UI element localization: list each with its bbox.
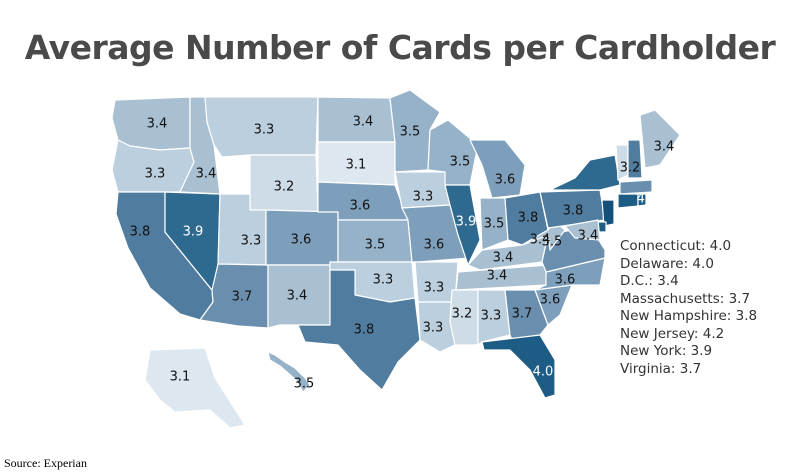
state-label-mo: 3.6 — [424, 238, 445, 253]
state-ms — [449, 289, 479, 346]
legend-entry-new-jersey: New Jersey: 4.2 — [620, 325, 725, 342]
state-md — [564, 219, 601, 241]
state-label-mt: 3.3 — [254, 123, 275, 138]
state-label-ky: 3.4 — [493, 251, 514, 266]
state-label-nd: 3.4 — [353, 115, 374, 130]
state-label-mi: 3.6 — [495, 173, 516, 188]
state-label-me: 3.4 — [654, 140, 675, 155]
state-label-fl: 4.0 — [533, 365, 554, 380]
state-ak — [144, 347, 246, 429]
state-hi — [267, 351, 311, 393]
state-me — [639, 109, 681, 169]
state-label-ne: 3.6 — [350, 199, 371, 214]
state-ri — [637, 193, 647, 207]
state-label-pa: 3.8 — [563, 204, 584, 219]
state-label-hi: 3.5 — [294, 377, 315, 392]
small-states-legend: Connecticut: 4.0 Delaware: 4.0 D.C.: 3.4… — [620, 238, 757, 378]
state-nj — [601, 199, 615, 227]
state-label-md: 3.4 — [578, 229, 599, 244]
state-label-la: 3.3 — [423, 321, 444, 336]
state-label-va: 3.5 — [542, 235, 563, 250]
state-ny — [549, 154, 621, 191]
state-label-tx: 3.8 — [354, 323, 375, 338]
state-ma — [619, 179, 653, 195]
state-label-or: 3.3 — [145, 167, 166, 182]
state-label-al: 3.3 — [481, 309, 502, 324]
legend-entry-virginia: Virginia: 3.7 — [620, 360, 702, 377]
state-label-az: 3.7 — [232, 290, 253, 305]
state-label-ga: 3.7 — [512, 307, 533, 322]
state-label-wy: 3.2 — [274, 180, 295, 195]
state-label-vt: 3.2 — [620, 161, 641, 176]
state-label-ar: 3.3 — [424, 281, 445, 296]
state-label-il: 3.9 — [456, 215, 477, 230]
state-wv — [521, 221, 566, 251]
state-label-oh: 3.8 — [518, 211, 539, 226]
legend-entry-new-york: New York: 3.9 — [620, 343, 713, 359]
state-label-tn: 3.4 — [487, 269, 508, 284]
state-ct — [617, 193, 639, 209]
map-title: Average Number of Cards per Cardholder — [24, 28, 776, 67]
state-label-ok: 3.3 — [373, 273, 394, 288]
state-label-nm: 3.4 — [287, 289, 308, 304]
legend-entry-connecticut: Connecticut: 4.0 — [620, 238, 732, 254]
state-label-in: 3.5 — [484, 217, 505, 232]
state-label-wv: 3.4 — [530, 233, 551, 248]
state-label-id: 3.4 — [196, 167, 217, 182]
legend-entry-massachusetts: Massachusetts: 3.7 — [620, 290, 751, 307]
state-label-wi: 3.5 — [450, 155, 471, 170]
state-label-wa: 3.4 — [147, 117, 168, 132]
legend-entry-new-hampshire: New Hampshire: 3.8 — [620, 308, 758, 324]
source-note: Source: Experian — [4, 456, 87, 470]
state-label-ak: 3.1 — [170, 370, 191, 385]
state-label-sc: 3.6 — [540, 293, 561, 308]
state-tx — [297, 269, 421, 391]
state-label-ks: 3.5 — [365, 238, 386, 253]
legend-entry-delaware: Delaware: 4.0 — [620, 255, 714, 272]
state-mi — [469, 139, 526, 199]
state-label-ut: 3.3 — [241, 234, 262, 249]
state-label-mn: 3.5 — [400, 125, 421, 140]
state-label-ct: 4.0 — [637, 192, 658, 207]
state-fl — [481, 334, 556, 399]
state-label-nv: 3.9 — [183, 225, 204, 240]
state-label-ia: 3.3 — [413, 190, 434, 205]
state-label-co: 3.6 — [291, 233, 312, 248]
state-nh — [627, 139, 643, 179]
state-label-ms: 3.2 — [452, 307, 473, 322]
legend-entry-dc: D.C.: 3.4 — [620, 273, 679, 289]
state-al — [477, 289, 511, 346]
state-label-nc: 3.6 — [555, 273, 576, 288]
state-label-ca: 3.8 — [130, 225, 151, 240]
state-label-sd: 3.1 — [346, 158, 367, 173]
